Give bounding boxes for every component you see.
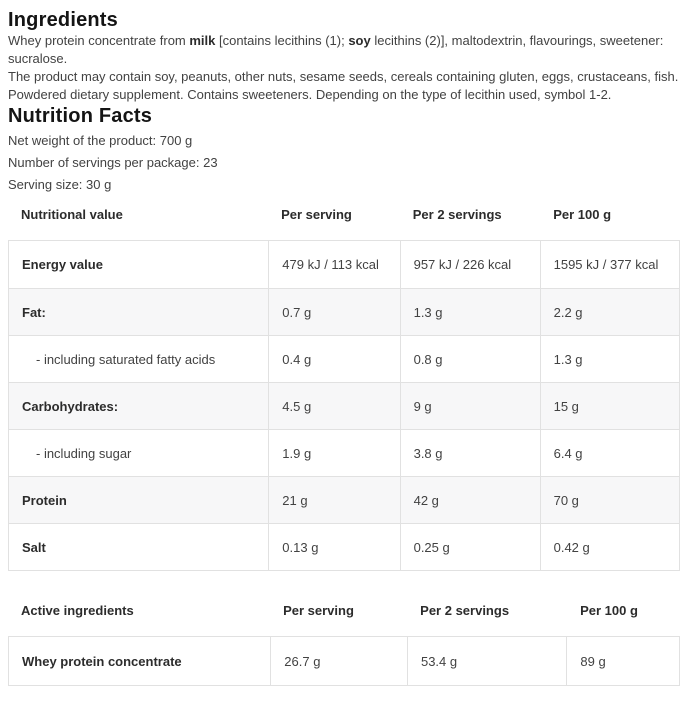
- allergen-milk: milk: [189, 33, 216, 48]
- allergen-soy: soy: [348, 33, 371, 48]
- column-header-active-ingredients: Active ingredients: [21, 603, 134, 618]
- table-row-sugar: - including sugar 1.9 g 3.8 g 6.4 g: [9, 429, 679, 476]
- active-table-body: Whey protein concentrate 26.7 g 53.4 g 8…: [8, 636, 680, 686]
- column-header-per-2-servings: Per 2 servings: [420, 603, 510, 618]
- column-header-per-serving: Per serving: [281, 207, 352, 222]
- allergen-note: The product may contain soy, peanuts, ot…: [8, 69, 679, 84]
- column-header-per-serving: Per serving: [283, 603, 354, 618]
- table-row-protein: Protein 21 g 42 g 70 g: [9, 476, 679, 523]
- composition-text-2: [contains lecithins (1);: [215, 33, 349, 48]
- active-table-header: Active ingredients Per serving Per 2 ser…: [8, 596, 680, 636]
- nutrition-facts-title: Nutrition Facts: [8, 105, 153, 127]
- active-ingredients-table: Active ingredients Per serving Per 2 ser…: [8, 596, 680, 686]
- column-header-per-100-g: Per 100 g: [553, 207, 612, 222]
- composition-text-3: lecithins (2)], maltodextrin, flavouring…: [8, 33, 664, 66]
- product-info-page: Ingredients Whey protein concentrate fro…: [8, 9, 680, 686]
- ingredients-composition: Whey protein concentrate from milk [cont…: [8, 32, 680, 68]
- table-row-whey-protein-concentrate: Whey protein concentrate 26.7 g 53.4 g 8…: [9, 637, 679, 685]
- table-row-fat: Fat: 0.7 g 1.3 g 2.2 g: [9, 288, 679, 335]
- composition-text-1: Whey protein concentrate from: [8, 33, 190, 48]
- ingredients-title: Ingredients: [8, 9, 118, 31]
- column-header-per-2-servings: Per 2 servings: [412, 207, 502, 222]
- net-weight: Net weight of the product: 700 g: [8, 133, 193, 148]
- column-header-per-100-g: Per 100 g: [580, 603, 638, 618]
- table-row-saturated-fat: - including saturated fatty acids 0.4 g …: [9, 335, 679, 382]
- table-row-carbohydrates: Carbohydrates: 4.5 g 9 g 15 g: [9, 382, 679, 429]
- supplement-note: Powdered dietary supplement. Contains sw…: [8, 87, 612, 102]
- nutrition-table-body: Energy value 479 kJ / 113 kcal 957 kJ / …: [8, 240, 680, 571]
- servings-per-package: Number of servings per package: 23: [8, 155, 218, 170]
- nutrition-table: Nutritional value Per serving Per 2 serv…: [8, 200, 680, 571]
- table-row-energy: Energy value 479 kJ / 113 kcal 957 kJ / …: [9, 241, 679, 288]
- table-row-salt: Salt 0.13 g 0.25 g 0.42 g: [9, 523, 679, 570]
- column-header-nutritional-value: Nutritional value: [21, 207, 123, 222]
- nutrition-table-header: Nutritional value Per serving Per 2 serv…: [8, 200, 680, 240]
- serving-size: Serving size: 30 g: [8, 177, 112, 192]
